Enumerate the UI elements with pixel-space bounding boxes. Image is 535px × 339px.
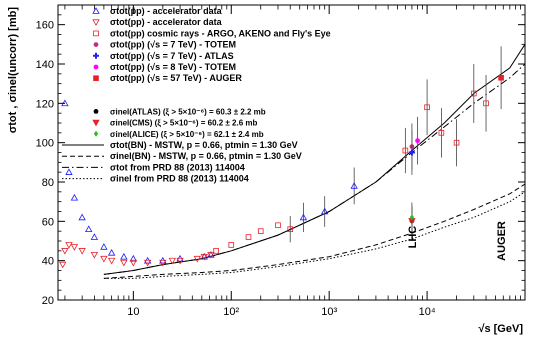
data-point bbox=[70, 193, 79, 201]
x-tick-label: 10³ bbox=[321, 306, 337, 318]
legend-entry: σinel(BN) - MSTW, p = 0.66, ptmin = 1.30… bbox=[110, 151, 302, 161]
legend-entry: σinel(ATLAS) (ξ > 5×10⁻⁶) = 60.3 ± 2.2 m… bbox=[110, 107, 266, 116]
y-tick-label: 100 bbox=[36, 138, 54, 150]
data-point bbox=[129, 259, 138, 267]
data-point bbox=[120, 252, 128, 260]
data-point bbox=[498, 74, 504, 81]
data-point bbox=[168, 257, 176, 265]
legend-marker bbox=[92, 7, 100, 14]
legend-entry: σtot(pp) (√s = 7 TeV) - ATLAS bbox=[110, 51, 234, 61]
data-point bbox=[90, 251, 99, 259]
x-tick-label: 10 bbox=[127, 306, 139, 318]
data-point bbox=[159, 259, 167, 267]
data-point bbox=[453, 139, 460, 146]
legend-marker bbox=[93, 109, 99, 114]
data-point bbox=[409, 214, 415, 221]
data-point bbox=[275, 222, 281, 229]
data-point bbox=[65, 242, 73, 249]
data-point bbox=[100, 243, 108, 250]
data-point bbox=[299, 213, 308, 221]
y-tick-label: 40 bbox=[42, 256, 54, 268]
y-axis-label: σtot , σinel(uncorr) [mb] bbox=[7, 7, 19, 134]
data-point bbox=[483, 100, 489, 107]
legend-entry: σtot(p̄p) - accelerator data bbox=[110, 6, 223, 16]
legend-marker bbox=[93, 30, 99, 37]
data-point bbox=[65, 168, 73, 175]
x-axis-label: √s [GeV] bbox=[478, 323, 523, 335]
data-point bbox=[78, 248, 86, 255]
y-tick-label: 120 bbox=[36, 98, 54, 110]
data-point bbox=[245, 234, 252, 240]
data-point bbox=[143, 259, 152, 267]
model-curve bbox=[103, 191, 526, 279]
data-point bbox=[70, 244, 79, 251]
axes-layer: 20 40 60 80 100 120 140 160 10 10² 10³ 10⁴ √s [GeV] σ… bbox=[7, 4, 526, 335]
data-point bbox=[471, 90, 477, 97]
data-point bbox=[120, 259, 128, 267]
legend-marker bbox=[93, 64, 99, 70]
data-point bbox=[408, 149, 415, 156]
legend-entry: σtot(pp) - accelerator data bbox=[110, 17, 223, 27]
y-tick-label: 60 bbox=[42, 216, 54, 228]
points-layer bbox=[59, 46, 504, 269]
data-point bbox=[90, 233, 99, 240]
data-point bbox=[100, 255, 108, 263]
data-point bbox=[176, 257, 184, 265]
data-point bbox=[287, 226, 294, 233]
data-point bbox=[107, 248, 116, 256]
legend-entry: σinel(CMS) (ξ > 5×10⁻⁶) = 60.2 ± 2.6 mb bbox=[110, 119, 257, 128]
legend-marker bbox=[93, 52, 99, 59]
annotation-label: LHC bbox=[407, 226, 419, 249]
legend-entry: σtot from PRD 88 (2013) 114004 bbox=[110, 162, 245, 172]
data-point bbox=[193, 255, 201, 263]
legend-marker bbox=[93, 42, 99, 47]
data-point bbox=[402, 147, 409, 154]
x-tick-label: 10⁴ bbox=[419, 306, 436, 318]
data-point bbox=[415, 138, 420, 144]
data-point bbox=[200, 253, 208, 261]
legend-entry: σinel from PRD 88 (2013) 114004 bbox=[110, 174, 249, 184]
y-tick-label: 160 bbox=[36, 20, 54, 32]
data-point bbox=[59, 261, 67, 269]
data-point bbox=[78, 213, 86, 221]
data-point bbox=[129, 254, 138, 262]
data-point bbox=[207, 251, 215, 259]
y-tick-label: 140 bbox=[36, 59, 54, 71]
data-point bbox=[228, 242, 235, 248]
data-point bbox=[61, 248, 69, 255]
legend-entry: σtot(pp) (√s = 57 TeV) - AUGER bbox=[110, 73, 242, 83]
data-point bbox=[257, 228, 264, 234]
data-point bbox=[213, 248, 219, 254]
annotation-label: AUGER bbox=[496, 221, 508, 261]
legend-marker bbox=[93, 130, 99, 137]
data-point bbox=[321, 207, 329, 215]
legend-entry: σtot(pp) (√s = 7 TeV) - TOTEM bbox=[110, 40, 236, 50]
data-point bbox=[85, 225, 93, 233]
data-point bbox=[350, 182, 358, 189]
legend-marker bbox=[92, 119, 100, 127]
y-tick-label: 80 bbox=[42, 177, 54, 189]
x-tick-label: 10² bbox=[223, 306, 239, 318]
data-point bbox=[107, 257, 116, 265]
legend-marker bbox=[92, 19, 100, 27]
annotations-layer: LHC AUGER bbox=[407, 221, 508, 261]
data-point bbox=[438, 130, 445, 136]
model-curve bbox=[103, 183, 526, 279]
legend-entry: σtot(pp) cosmic rays - ARGO, AKENO and F… bbox=[110, 28, 331, 38]
legend-marker bbox=[93, 75, 99, 82]
legend-entry: σtot(BN) - MSTW, p = 0.66, ptmin = 1.30 … bbox=[110, 140, 298, 150]
legend-entry: σtot(pp) (√s = 8 TeV) - TOTEM bbox=[110, 62, 236, 72]
data-point bbox=[424, 104, 430, 111]
y-tick-label: 20 bbox=[42, 295, 54, 307]
legend-entry: σinel(ALICE) (ξ > 5×10⁻⁶) = 62.1 ± 2.4 m… bbox=[110, 130, 264, 139]
